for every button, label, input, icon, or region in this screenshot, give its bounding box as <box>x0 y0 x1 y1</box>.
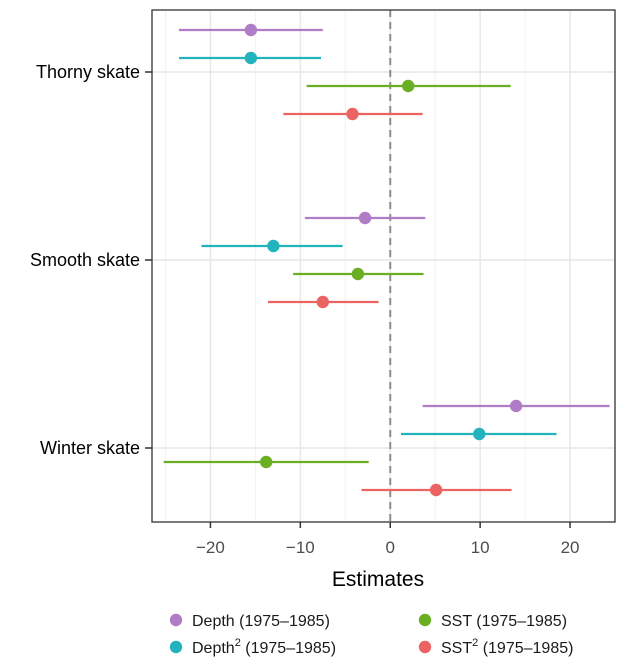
x-axis-tick-label: −10 <box>286 538 315 557</box>
x-axis-title: Estimates <box>332 568 424 591</box>
legend-label: Depth2 (1975–1985) <box>192 637 336 657</box>
estimate-point <box>351 267 365 281</box>
y-axis-label: Smooth skate <box>30 250 140 270</box>
estimate-point <box>346 107 359 121</box>
legend-key <box>418 640 432 654</box>
estimate-point <box>316 295 330 309</box>
estimate-point <box>244 23 258 37</box>
legend-key <box>169 640 183 654</box>
estimate-point <box>267 239 280 253</box>
estimate-point <box>259 455 273 469</box>
legend-label: SST (1975–1985) <box>441 613 567 630</box>
x-axis-tick-label: −20 <box>196 538 225 557</box>
estimate-point <box>244 51 258 65</box>
estimate-point <box>358 211 372 225</box>
estimate-point <box>429 483 443 497</box>
panel-border <box>151 9 616 523</box>
x-axis-tick-label: 20 <box>561 538 580 557</box>
legend-item: SST2 (1975–1985) <box>418 637 573 657</box>
estimate-point <box>402 79 415 93</box>
y-axis-label: Winter skate <box>40 438 140 458</box>
x-axis-tick-label: 0 <box>386 538 395 557</box>
estimate-point <box>473 427 486 441</box>
legend-label: SST2 (1975–1985) <box>441 637 573 657</box>
legend: Depth (1975–1985) Depth2 (1975–1985) SST (… <box>169 613 573 657</box>
legend-key <box>169 613 183 627</box>
y-axis-label: Thorny skate <box>36 62 140 82</box>
legend-item: Depth (1975–1985) <box>169 613 330 630</box>
legend-item: Depth2 (1975–1985) <box>169 637 336 657</box>
x-axis-tick-label: 10 <box>471 538 490 557</box>
legend-label: Depth (1975–1985) <box>192 613 330 630</box>
legend-item: SST (1975–1985) <box>418 613 567 630</box>
legend-key <box>418 613 432 627</box>
estimate-point <box>509 399 523 413</box>
